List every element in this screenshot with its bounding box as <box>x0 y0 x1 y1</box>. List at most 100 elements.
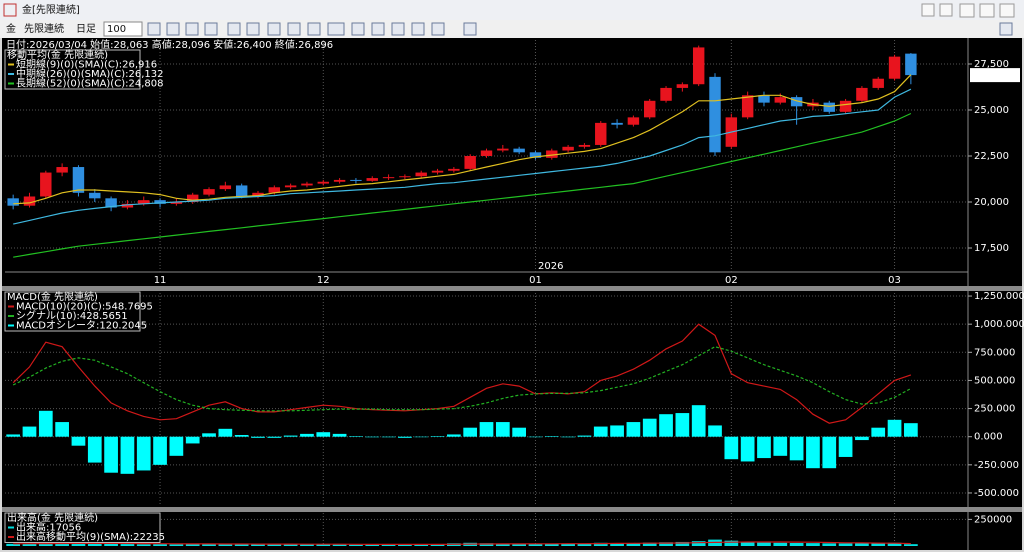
candle-body <box>431 170 444 173</box>
bar <box>283 544 298 546</box>
bar <box>71 543 86 546</box>
legend-entry: 中期線(26)(0)(SMA)(C):26,132 <box>16 67 163 80</box>
bar <box>316 544 331 546</box>
bar <box>528 436 543 438</box>
tool[interactable] <box>999 22 1013 36</box>
candle-body <box>333 179 346 182</box>
close-button[interactable] <box>999 3 1015 18</box>
bar <box>806 436 820 469</box>
tool[interactable] <box>351 22 365 36</box>
symbol[interactable]: 金 <box>6 22 16 35</box>
tool[interactable] <box>411 22 425 36</box>
candle-body <box>513 148 525 153</box>
tool[interactable] <box>246 22 260 36</box>
bar <box>234 543 249 546</box>
bar <box>414 436 429 438</box>
tool[interactable] <box>391 22 405 36</box>
candle-body <box>317 181 329 184</box>
bar <box>675 413 690 437</box>
bar <box>104 436 118 473</box>
maximize-button[interactable] <box>979 3 995 18</box>
candle-body <box>611 122 623 125</box>
bar <box>642 542 657 546</box>
bar <box>55 543 69 546</box>
bar <box>577 435 592 437</box>
tool[interactable] <box>287 22 301 36</box>
candle-body <box>872 78 884 88</box>
bar <box>740 436 755 462</box>
bar <box>104 543 118 546</box>
bar <box>593 542 608 546</box>
candle-body <box>758 95 770 103</box>
tool[interactable] <box>307 22 321 36</box>
bar <box>267 436 282 438</box>
legend-entry: 出来高移動平均(9)(SMA):22235 <box>16 530 165 543</box>
tool[interactable] <box>166 22 180 36</box>
tool[interactable] <box>147 22 161 36</box>
candle-body <box>741 95 754 118</box>
panel-divider <box>2 507 1022 512</box>
y-tick-label: 27,500 <box>974 59 1009 70</box>
candle-body <box>138 200 150 204</box>
candle-body <box>72 167 85 193</box>
y-tick-label: 0.000 <box>974 432 1003 443</box>
bar <box>871 427 886 437</box>
tool[interactable] <box>431 22 445 36</box>
bar <box>218 543 233 546</box>
candle-body <box>121 203 134 208</box>
tool[interactable] <box>227 22 241 36</box>
candle-body <box>464 156 476 169</box>
bar <box>838 543 853 546</box>
legend-title: MACD(金 先限連続) <box>7 290 98 303</box>
bar <box>283 435 298 437</box>
bar <box>38 410 53 437</box>
period[interactable]: 日足 <box>76 23 96 35</box>
link-button[interactable] <box>939 3 953 17</box>
bar <box>904 423 918 437</box>
contract[interactable]: 先限連続 <box>24 22 64 35</box>
candle-body <box>399 176 411 178</box>
legend-entry: 長期線(52)(0)(SMA)(C):24,808 <box>16 77 163 90</box>
price-tag <box>970 68 1020 83</box>
bar <box>806 543 820 546</box>
bar <box>414 544 429 546</box>
candle-body <box>578 144 591 147</box>
bar <box>659 542 673 546</box>
candle-body <box>252 192 264 197</box>
bar <box>626 422 641 437</box>
bar <box>838 436 853 457</box>
tool[interactable] <box>327 22 345 36</box>
bar <box>300 433 314 437</box>
candle-body <box>644 100 656 118</box>
count-box[interactable] <box>103 21 143 37</box>
bar <box>185 436 200 444</box>
count[interactable]: 100 <box>107 24 126 35</box>
candle-body <box>415 172 427 177</box>
bar <box>430 436 445 437</box>
title-bar <box>0 0 1024 20</box>
tool[interactable] <box>185 22 199 36</box>
bar <box>22 426 37 437</box>
bar <box>332 433 347 437</box>
bar <box>691 405 706 437</box>
bar <box>593 426 608 437</box>
link-button[interactable] <box>921 3 935 17</box>
legend-title: 移動平均(金 先限連続) <box>7 48 108 61</box>
tool[interactable] <box>204 22 218 36</box>
bar <box>87 436 102 463</box>
candle-body <box>546 150 558 158</box>
bar <box>463 427 478 437</box>
candle-body <box>301 183 313 186</box>
minimize-button[interactable] <box>959 3 975 18</box>
tool[interactable] <box>463 22 477 36</box>
legend-entry: シグナル(10):428.5651 <box>16 309 128 322</box>
candle-body <box>23 196 36 206</box>
bar <box>120 544 135 546</box>
bar <box>38 542 53 546</box>
tool[interactable] <box>267 22 281 36</box>
legend-box <box>4 512 161 543</box>
bar <box>789 436 804 461</box>
y-tick-label: 250000 <box>974 514 1012 525</box>
y-tick-label: 22,500 <box>974 151 1009 162</box>
tool[interactable] <box>371 22 385 36</box>
